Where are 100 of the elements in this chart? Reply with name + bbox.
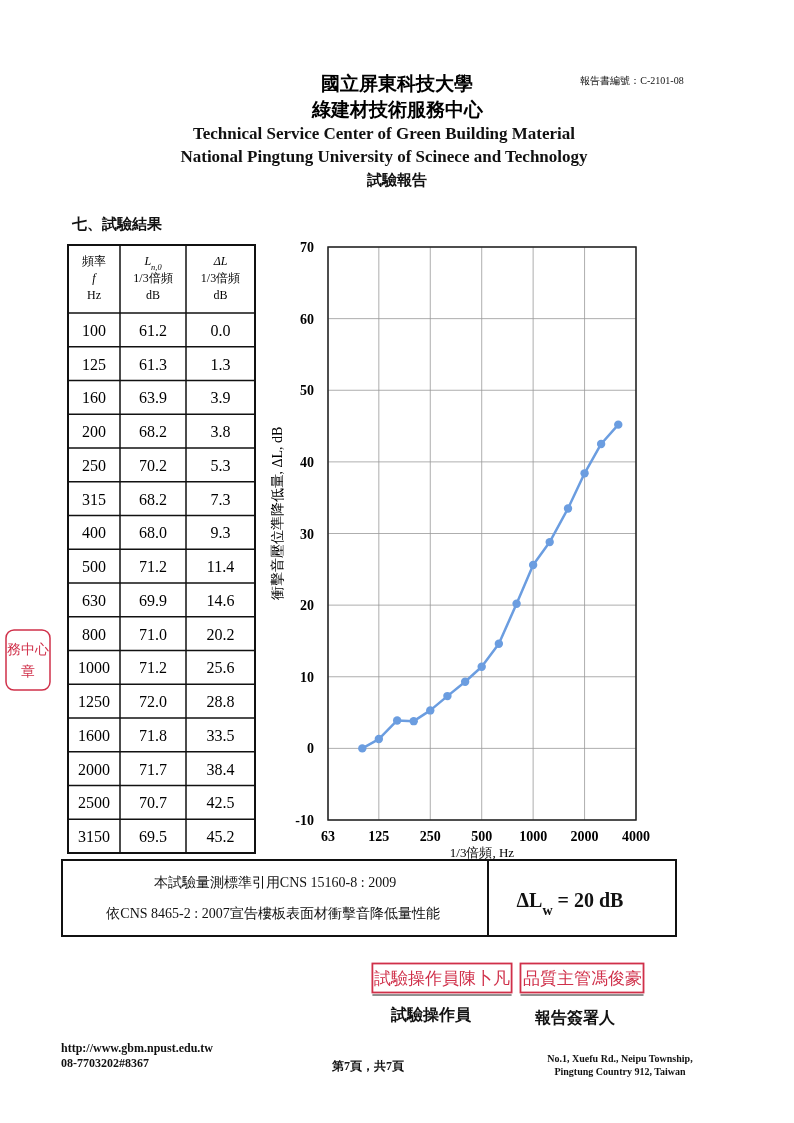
data-label: 69.5 [139, 828, 167, 846]
text: ΔL$_{w}$ = 20 dB [516, 889, 624, 918]
category-label: 3150 [78, 828, 110, 846]
text: http://www.gbm.npust.edu.tw [61, 1041, 214, 1055]
point [614, 420, 623, 429]
point [443, 691, 452, 701]
data-label: 5.3 [210, 456, 231, 474]
text: Technical Service Center of Green Building Material [192, 124, 576, 143]
data-label: 9.3 [210, 524, 231, 542]
y-tick-label: 50 [300, 383, 314, 399]
data-label: 20.2 [206, 625, 235, 643]
point [580, 469, 589, 478]
text: 七、試驗結果 [71, 216, 163, 232]
category-label: 1600 [78, 726, 110, 744]
data-label: 71.2 [139, 558, 167, 576]
data-label: 28.8 [206, 693, 235, 711]
data-label: 3.8 [210, 423, 231, 441]
text: 品質主管馮俊豪 [522, 968, 642, 988]
point [374, 734, 384, 744]
data-label: 68.2 [139, 423, 167, 441]
x-tick-label: 2000 [570, 829, 599, 844]
category-label: 125 [82, 355, 106, 373]
text: 試驗操作員 [390, 1006, 472, 1023]
category-label: 2500 [78, 794, 110, 812]
text: 08-7703202#8367 [61, 1056, 149, 1070]
data-label: 71.7 [139, 760, 167, 778]
data-label: 3.9 [210, 389, 231, 407]
text: 報告簽署人 [534, 1009, 616, 1026]
category-label: 500 [82, 558, 106, 576]
category-label: 250 [82, 456, 106, 474]
data-label: 69.9 [139, 591, 167, 609]
x-tick-label: 1000 [519, 829, 548, 844]
y-tick-label: -10 [295, 813, 314, 828]
y-tick-label: 10 [300, 669, 314, 685]
text: 綠建材技術服務中心 [310, 99, 484, 120]
text: 試驗報告 [366, 172, 427, 188]
text: National Pingtung University of Scinece and Technology [180, 147, 589, 166]
category-label: 160 [82, 389, 106, 407]
category-label: 200 [82, 423, 106, 441]
text: L$_{n,0}$ 1/3倍頻 dB [133, 254, 173, 302]
y-axis-title: 衝擊音壓位準降低量, ΔL, dB [270, 426, 285, 601]
y-tick-label: 70 [300, 240, 314, 255]
point [358, 744, 367, 753]
data-label: 61.2 [139, 321, 167, 339]
point [409, 716, 418, 726]
category-label: 400 [82, 524, 106, 542]
data-label: 11.4 [206, 558, 235, 576]
category-label: 100 [82, 321, 106, 339]
category-label: 1000 [78, 659, 110, 677]
data-label: 0.0 [210, 321, 231, 339]
data-label: 70.7 [139, 794, 167, 812]
point [392, 716, 402, 725]
data-label: 71.2 [139, 659, 167, 677]
y-tick-label: 20 [300, 598, 314, 614]
y-tick-label: 40 [300, 454, 314, 470]
data-label: 7.3 [210, 490, 231, 508]
category-label: 1250 [78, 693, 110, 711]
data-label: 70.2 [139, 456, 167, 474]
data-label: 25.6 [206, 659, 235, 677]
data-label: 68.2 [139, 490, 167, 508]
text: 國立屏東科技大學 [321, 73, 473, 94]
x-tick-label: 63 [321, 829, 335, 844]
text: No.1, Xuefu Rd., Neipu Township, [547, 1053, 694, 1064]
data-label: 42.5 [206, 794, 235, 812]
text: ΔL 1/3倍頻 dB [200, 254, 241, 302]
data-label: 1.3 [210, 355, 231, 373]
category-label: 630 [82, 591, 106, 609]
point [494, 639, 504, 648]
point [460, 677, 470, 686]
y-tick-label: 30 [300, 526, 314, 542]
category-label: 800 [82, 625, 106, 643]
text: 報告書編號：C-2101-08 [580, 75, 684, 86]
text: Pingtung Country 912, Taiwan [554, 1066, 687, 1077]
data-label: 72.0 [139, 693, 167, 711]
x-tick-label: 125 [368, 829, 390, 844]
point [477, 662, 486, 671]
x-tick-label: 500 [471, 829, 493, 844]
category-label: 315 [82, 490, 106, 508]
data-label: 71.0 [139, 625, 167, 643]
data-label: 14.6 [206, 591, 235, 609]
text: 頻率 f Hz [82, 254, 106, 302]
y-tick-label: 0 [307, 741, 314, 757]
data-label: 61.3 [139, 355, 167, 373]
point [563, 504, 573, 513]
point [596, 439, 606, 449]
x-axis-title: 1/3倍頻, Hz [449, 845, 515, 860]
point [528, 560, 538, 570]
point [512, 599, 521, 608]
category-label: 2000 [78, 760, 110, 778]
data-label: 63.9 [139, 389, 167, 407]
data-label: 38.4 [206, 760, 235, 778]
point [545, 537, 554, 547]
text: 依CNS 8465-2 : 2007宣告樓板表面材衝擊音降低量性能 [106, 906, 440, 921]
data-label: 33.5 [206, 726, 235, 744]
text: 第7頁，共7頁 [331, 1059, 404, 1073]
text: 本試驗量測標準引用CNS 15160-8 : 2009 [153, 875, 397, 890]
text: 試驗操作員陳卜凡 [374, 968, 510, 988]
data-label: 68.0 [139, 524, 167, 542]
data-label: 45.2 [206, 828, 235, 846]
point [426, 706, 435, 715]
